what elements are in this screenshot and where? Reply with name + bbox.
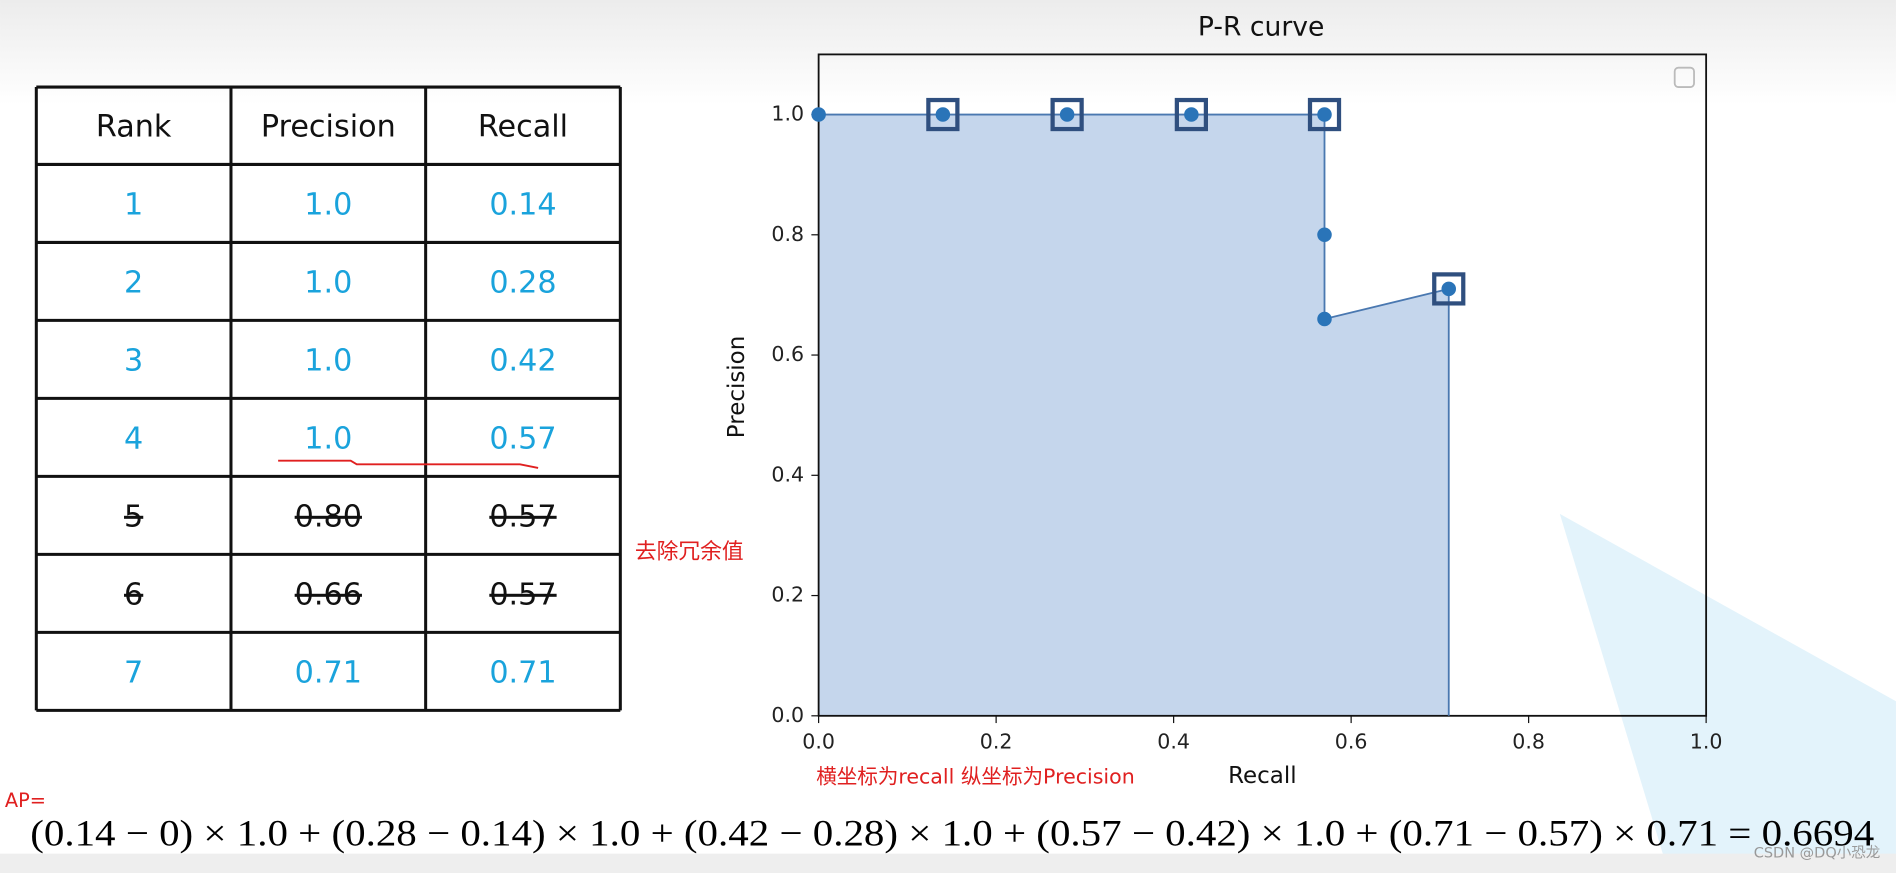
- x-axis-label: Recall: [1228, 763, 1297, 789]
- table-cell: 3: [124, 343, 143, 378]
- x-tick-label: 0.6: [1335, 729, 1368, 753]
- table-cell: 1.0: [304, 265, 352, 300]
- x-tick-label: 0.4: [1157, 729, 1190, 753]
- formula: (0.14 − 0) × 1.0 + (0.28 − 0.14) × 1.0 +…: [30, 813, 1874, 854]
- y-tick-label: 0.0: [771, 703, 804, 727]
- table-header: Rank: [96, 110, 172, 145]
- legend-box: [1673, 66, 1695, 88]
- redundant-note: 去除冗余值: [635, 540, 744, 565]
- table-cell: 5: [124, 499, 143, 534]
- underline: [278, 459, 539, 469]
- decor-triangle: [1559, 513, 1896, 873]
- ap-label: AP=: [5, 789, 46, 812]
- table-cell: 0.42: [489, 343, 556, 378]
- table-cell: 0.57: [489, 577, 556, 612]
- point: [1184, 107, 1199, 122]
- y-tick-label: 0.8: [771, 222, 804, 246]
- point: [1317, 107, 1332, 122]
- highlight-box: [1432, 272, 1466, 306]
- plot-frame: [817, 53, 1708, 717]
- highlight-box: [1050, 97, 1084, 132]
- x-tick-label: 0.2: [980, 729, 1013, 753]
- table-cell: 1.0: [304, 343, 352, 378]
- watermark: CSDN @DQ小恐龙: [1754, 845, 1881, 862]
- table-cell: 4: [124, 421, 143, 456]
- table-header: Precision: [261, 110, 396, 145]
- point: [1317, 311, 1332, 327]
- y-tick-label: 0.2: [771, 583, 804, 607]
- table-cell: 1.0: [304, 187, 352, 222]
- table-cell: 0.80: [295, 499, 362, 534]
- y-tick-label: 0.6: [771, 342, 804, 366]
- y-tick-label: 0.4: [771, 462, 804, 486]
- x-tick-label: 0.0: [802, 729, 835, 753]
- table-cell: 0.14: [489, 187, 556, 222]
- highlight-box: [926, 97, 960, 132]
- table-cell: 0.57: [489, 421, 556, 456]
- table-cell: 1.0: [304, 421, 352, 456]
- highlight-box: [1307, 97, 1342, 132]
- highlight-box: [1174, 97, 1209, 132]
- chart: P-R curve Recall Precision 0.0 0.2 0.4 0.6 0…: [724, 11, 1722, 788]
- table-cell: 0.66: [295, 577, 362, 612]
- control-bar: [0, 853, 1896, 873]
- table-cell: 7: [124, 655, 143, 690]
- table-cell: 1: [124, 187, 143, 222]
- point: [1441, 281, 1457, 297]
- table: Rank Precision Recall 1 1.0 0.14 2 1.0 0.28 3 1.0 0…: [34, 85, 622, 712]
- table-cell: 6: [124, 577, 143, 612]
- axis-note: 横坐标为recall 纵坐标为Precision: [816, 764, 1135, 788]
- x-tick-label: 1.0: [1690, 729, 1723, 753]
- point: [1317, 227, 1332, 243]
- point: [811, 107, 826, 122]
- x-tick-label: 0.8: [1512, 729, 1545, 753]
- table-cell: 0.57: [489, 499, 556, 534]
- y-tick-label: 1.0: [771, 102, 804, 126]
- table-cell: 0.71: [489, 655, 556, 690]
- table-header: Recall: [478, 110, 568, 145]
- point: [935, 107, 951, 122]
- area: [818, 114, 1449, 716]
- table-cell: 2: [124, 265, 143, 300]
- y-axis-label: Precision: [724, 336, 750, 439]
- point: [1059, 107, 1075, 122]
- chart-title: P-R curve: [1198, 11, 1325, 42]
- table-cell: 0.71: [295, 655, 362, 690]
- table-cell: 0.28: [489, 265, 556, 300]
